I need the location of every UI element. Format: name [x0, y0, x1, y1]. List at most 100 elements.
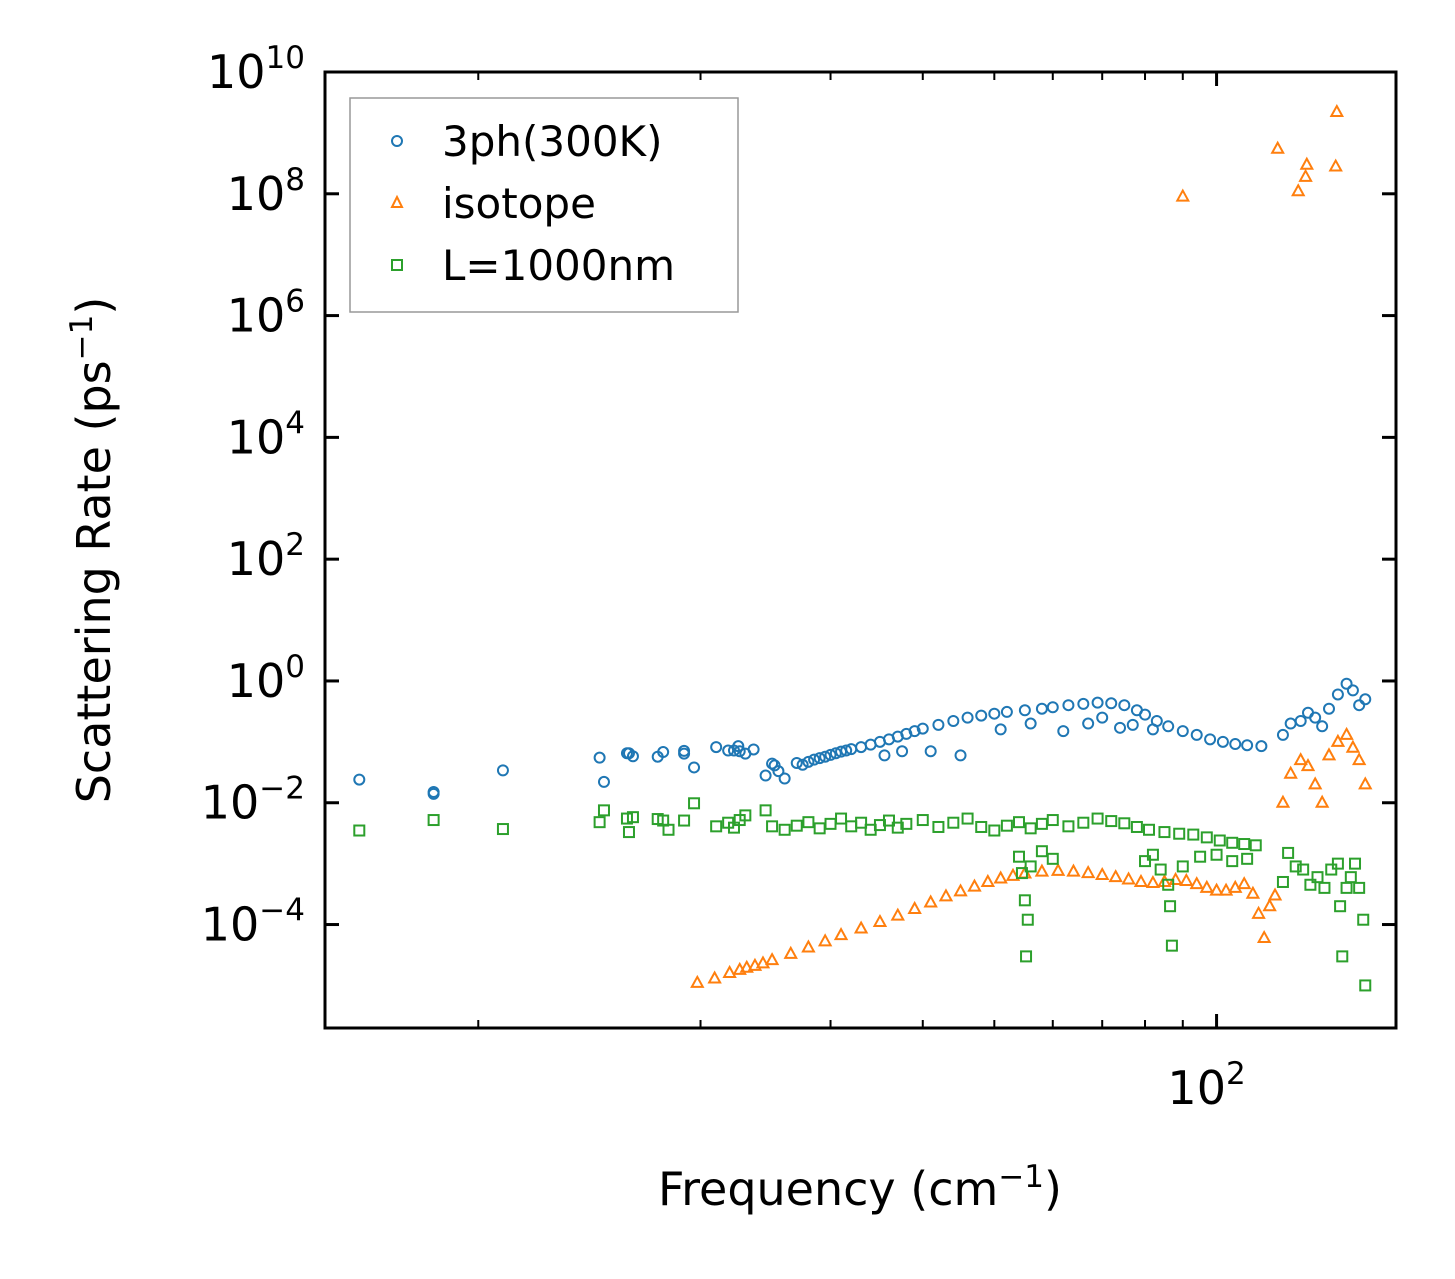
data-point-boundary	[1143, 823, 1156, 836]
data-point-isotope	[833, 927, 849, 941]
data-point-3ph	[1331, 688, 1344, 701]
data-point-3ph	[994, 723, 1007, 736]
data-point-boundary	[766, 820, 779, 833]
data-point-3ph	[1353, 699, 1366, 712]
data-point-3ph	[908, 725, 921, 738]
data-point-3ph	[1057, 725, 1070, 738]
data-point-boundary	[1091, 812, 1104, 825]
series-2	[353, 797, 1372, 992]
data-point-isotope	[690, 974, 705, 988]
data-point-isotope	[907, 900, 922, 914]
data-point-isotope	[1108, 869, 1123, 883]
data-point-3ph	[824, 748, 837, 761]
data-point-isotope	[1157, 873, 1172, 887]
data-point-3ph	[1146, 723, 1159, 736]
data-point-isotope	[993, 870, 1008, 884]
data-point-isotope	[1307, 776, 1323, 790]
legend-label-3ph: 3ph(300K)	[442, 117, 662, 166]
data-point-3ph	[840, 744, 853, 757]
data-point-boundary	[835, 812, 848, 825]
y-tick-label: 1010	[207, 40, 305, 99]
data-point-boundary	[1020, 950, 1033, 963]
data-point-isotope	[722, 964, 737, 979]
data-point-boundary	[710, 820, 723, 833]
data-point-boundary	[1173, 827, 1186, 840]
data-point-boundary	[688, 797, 701, 810]
legend-box	[349, 97, 739, 313]
data-point-3ph	[1114, 721, 1127, 734]
data-point-3ph	[961, 711, 974, 724]
data-point-3ph	[1346, 684, 1359, 697]
data-point-boundary	[1226, 836, 1239, 849]
data-point-boundary	[1353, 881, 1366, 894]
data-point-3ph	[796, 758, 809, 771]
legend-marker-boundary	[391, 259, 403, 271]
data-point-3ph	[1046, 701, 1059, 714]
data-point-boundary	[1200, 831, 1213, 844]
legend-label-isotope: isotope	[442, 179, 596, 228]
data-point-3ph	[593, 751, 606, 764]
data-point-3ph	[878, 749, 891, 762]
data-point-isotope	[1256, 929, 1272, 944]
data-point-isotope	[1121, 871, 1136, 885]
data-point-isotope	[1245, 885, 1261, 899]
data-point-boundary	[1146, 848, 1159, 861]
data-point-3ph	[1204, 733, 1217, 746]
data-point-3ph	[657, 746, 670, 759]
legend: 3ph(300K) isotope L=1000nm	[349, 97, 739, 313]
data-point-isotope	[1034, 863, 1050, 877]
y-tick-label: 100	[227, 649, 305, 708]
data-point-isotope	[1080, 865, 1096, 879]
data-point-boundary	[1357, 913, 1370, 926]
data-point-isotope	[953, 883, 968, 897]
data-point-isotope	[1218, 882, 1234, 896]
data-point-boundary	[1334, 900, 1347, 913]
data-point-boundary	[947, 816, 960, 829]
data-point-isotope	[1228, 879, 1243, 893]
data-point-3ph	[1316, 720, 1329, 733]
tick-labels: 10−4 10−2 100 102 104 106 108 1010 102	[201, 40, 1246, 1115]
data-point-3ph	[975, 709, 988, 722]
data-point-3ph	[1309, 711, 1322, 724]
data-point-boundary	[916, 814, 929, 827]
data-point-boundary	[1158, 826, 1171, 839]
data-point-isotope	[1267, 887, 1283, 901]
data-point-isotope	[1095, 866, 1110, 881]
data-point-boundary	[1344, 871, 1357, 884]
data-point-3ph	[790, 756, 803, 769]
data-point-boundary	[1336, 950, 1349, 963]
data-point-boundary	[1062, 820, 1075, 833]
data-point-isotope	[1237, 876, 1252, 890]
data-point-3ph	[1139, 708, 1152, 721]
data-point-isotope	[739, 959, 754, 973]
y-tick-label: 10−4	[201, 893, 305, 952]
data-point-3ph	[1018, 704, 1031, 717]
data-point-boundary	[622, 826, 635, 839]
data-point-isotope	[1351, 752, 1367, 766]
data-point-3ph	[597, 775, 610, 788]
y-tick-label: 108	[227, 162, 305, 221]
data-point-boundary	[1077, 816, 1090, 829]
data-point-isotope	[1209, 882, 1224, 896]
data-point-boundary	[1349, 857, 1362, 870]
data-point-3ph	[427, 787, 440, 800]
data-point-isotope	[1328, 158, 1343, 172]
data-point-3ph	[1216, 735, 1229, 748]
data-point-3ph	[772, 765, 785, 778]
legend-label-boundary: L=1000nm	[442, 241, 675, 290]
data-point-isotope	[747, 957, 763, 971]
data-point-isotope	[1321, 747, 1337, 761]
data-point-isotope	[1145, 874, 1161, 889]
data-point-3ph	[988, 707, 1001, 720]
data-point-3ph	[924, 745, 937, 758]
data-point-boundary	[662, 823, 675, 836]
data-point-isotope	[853, 920, 869, 934]
data-point-boundary	[427, 814, 440, 827]
data-point-boundary	[1249, 839, 1262, 852]
data-point-boundary	[1024, 860, 1037, 873]
data-point-boundary	[790, 819, 803, 832]
data-point-3ph	[813, 752, 826, 765]
data-point-3ph	[1035, 702, 1048, 715]
data-point-boundary	[1311, 871, 1324, 884]
